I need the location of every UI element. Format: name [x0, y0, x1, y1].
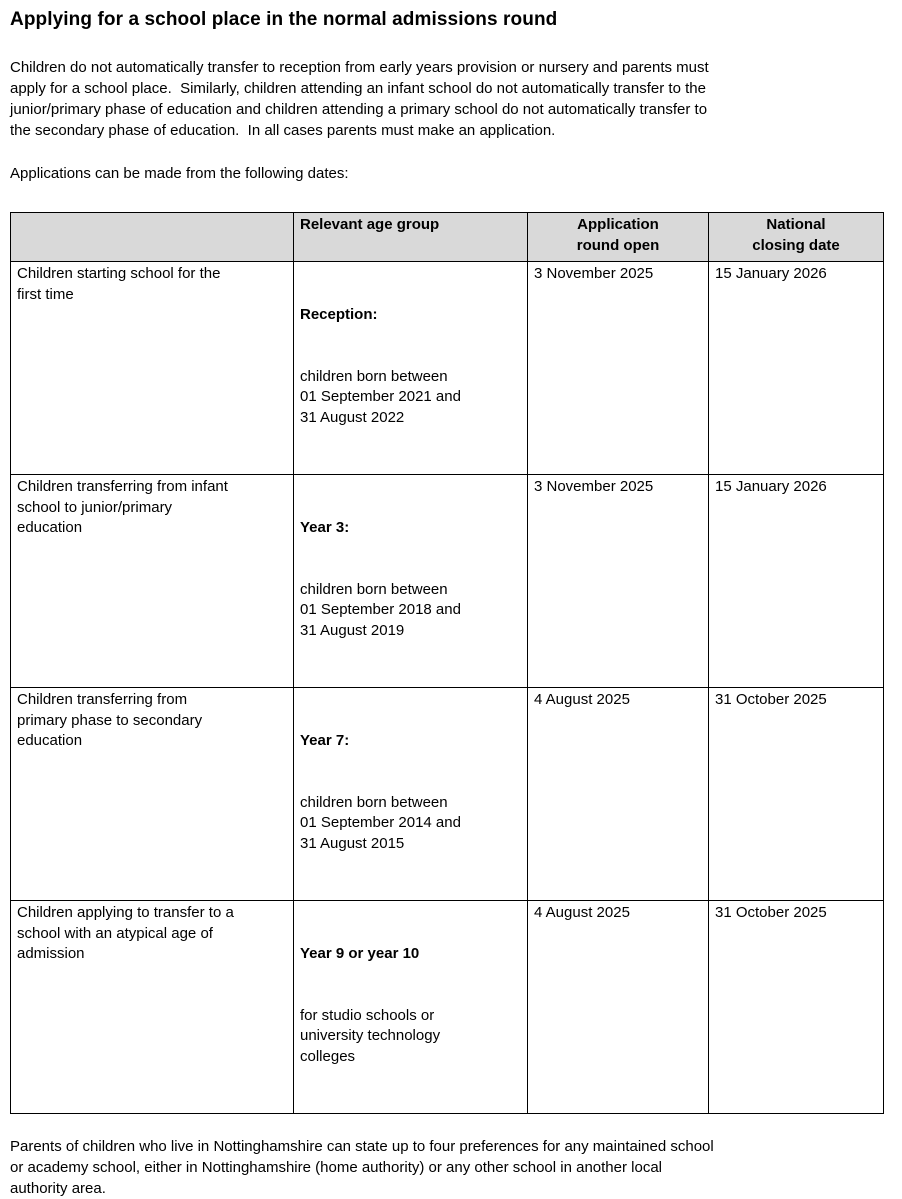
table-lead-paragraph: Applications can be made from the follow…	[10, 165, 349, 182]
round-open-cell: 4 August 2025	[527, 687, 709, 901]
age-group-detail: children born between 01 September 2014 …	[300, 793, 461, 852]
table-header-row: Relevant age group Application round ope…	[10, 212, 884, 262]
closing-date-cell: 31 October 2025	[708, 687, 884, 901]
column-header-blank	[10, 212, 294, 262]
age-group-label: Year 3:	[300, 519, 350, 536]
intro-paragraph: Children do not automatically transfer t…	[10, 59, 709, 139]
age-group-cell: Year 3: children born between 01 Septemb…	[293, 474, 528, 688]
table-row-atypical-age: Children applying to transfer to a schoo…	[10, 900, 884, 1114]
column-header-national-closing-date: National closing date	[708, 212, 884, 262]
column-header-application-round-open: Application round open	[527, 212, 709, 262]
round-open-cell: 3 November 2025	[527, 474, 709, 688]
age-group-label: Year 7:	[300, 732, 350, 749]
category-cell: Children applying to transfer to a schoo…	[10, 900, 294, 1114]
age-group-label: Year 9 or year 10	[300, 945, 420, 962]
admissions-dates-table: Relevant age group Application round ope…	[10, 212, 884, 1114]
age-group-label: Reception:	[300, 306, 378, 323]
age-group-cell: Year 7: children born between 01 Septemb…	[293, 687, 528, 901]
closing-date-cell: 15 January 2026	[708, 261, 884, 475]
footer-paragraph: Parents of children who live in Nottingh…	[10, 1138, 714, 1197]
table-row-year3: Children transferring from infant school…	[10, 474, 884, 688]
age-group-detail: children born between 01 September 2021 …	[300, 367, 461, 426]
table-row-year7: Children transferring from primary phase…	[10, 687, 884, 901]
closing-date-cell: 31 October 2025	[708, 900, 884, 1114]
category-cell: Children transferring from primary phase…	[10, 687, 294, 901]
category-cell: Children transferring from infant school…	[10, 474, 294, 688]
age-group-cell: Reception: children born between 01 Sept…	[293, 261, 528, 475]
round-open-cell: 4 August 2025	[527, 900, 709, 1114]
age-group-detail: children born between 01 September 2018 …	[300, 580, 461, 639]
round-open-cell: 3 November 2025	[527, 261, 709, 475]
page-title: Applying for a school place in the norma…	[10, 9, 558, 30]
table-row-reception: Children starting school for the first t…	[10, 261, 884, 475]
age-group-cell: Year 9 or year 10 for studio schools or …	[293, 900, 528, 1114]
category-cell: Children starting school for the first t…	[10, 261, 294, 475]
column-header-relevant-age-group: Relevant age group	[293, 212, 528, 262]
closing-date-cell: 15 January 2026	[708, 474, 884, 688]
age-group-detail: for studio schools or university technol…	[300, 1006, 441, 1065]
